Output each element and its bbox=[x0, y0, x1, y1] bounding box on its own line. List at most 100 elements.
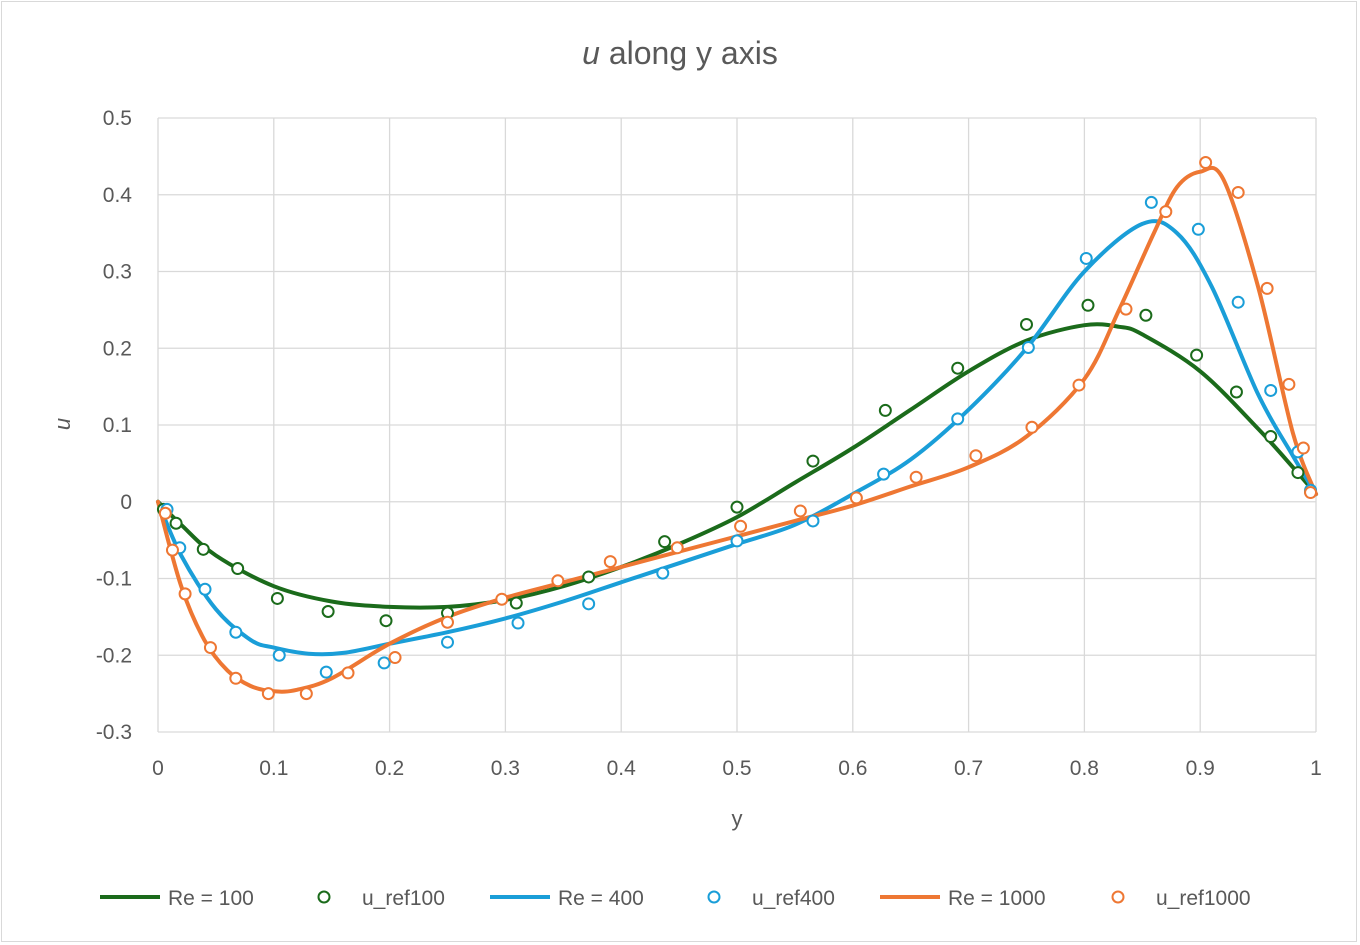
chart-title-rest: along y axis bbox=[600, 35, 778, 71]
legend-item: u_ref1000 bbox=[1111, 887, 1251, 910]
data-point bbox=[1260, 281, 1274, 295]
data-point bbox=[951, 361, 965, 375]
data-point bbox=[582, 570, 596, 584]
data-point bbox=[1264, 430, 1278, 444]
x-tick-label: 0 bbox=[152, 757, 164, 780]
plot-series bbox=[156, 156, 1318, 701]
data-point bbox=[909, 470, 923, 484]
legend-item: Re = 1000 bbox=[880, 887, 1046, 910]
y-tick-label: 0.1 bbox=[103, 414, 132, 437]
data-point bbox=[441, 635, 454, 649]
gridlines bbox=[157, 117, 1317, 733]
data-point bbox=[969, 449, 983, 463]
legend-marker-swatch bbox=[707, 890, 721, 904]
y-tick-label: 0.3 bbox=[103, 261, 132, 284]
data-point bbox=[1191, 222, 1205, 236]
data-point bbox=[178, 587, 192, 601]
data-point bbox=[511, 616, 525, 630]
data-point bbox=[379, 614, 393, 628]
data-point bbox=[734, 519, 748, 533]
data-point bbox=[198, 582, 212, 596]
data-point bbox=[1025, 420, 1039, 434]
chart-title: u along y axis bbox=[582, 35, 778, 71]
data-point bbox=[1119, 302, 1133, 316]
data-point bbox=[231, 562, 245, 576]
data-point bbox=[165, 543, 179, 557]
data-point bbox=[1072, 378, 1086, 392]
legend-label: Re = 1000 bbox=[948, 887, 1046, 910]
x-tick-label: 0.6 bbox=[838, 757, 867, 780]
data-point bbox=[951, 412, 965, 426]
data-point bbox=[196, 542, 210, 556]
tick-labels: 0 0.1 0.2 0.3 0.4 0.5 0.6 0.7 0.8 0.9 1 0.5 0.4 0.3 0.… bbox=[96, 107, 1322, 780]
data-point bbox=[1144, 195, 1158, 209]
data-point bbox=[441, 615, 454, 629]
legend-item: Re = 100 bbox=[100, 887, 254, 910]
data-point bbox=[656, 566, 670, 580]
series-line-re-100 bbox=[156, 322, 1318, 610]
data-point bbox=[388, 651, 402, 665]
data-point bbox=[1081, 298, 1095, 312]
y-tick-label: 0.2 bbox=[103, 337, 132, 360]
data-point bbox=[1020, 317, 1033, 331]
x-tick-label: 0.1 bbox=[259, 757, 288, 780]
series-markers-u-ref400 bbox=[160, 195, 1318, 679]
y-tick-label: -0.2 bbox=[96, 644, 132, 667]
data-point bbox=[341, 666, 355, 680]
data-point bbox=[272, 648, 286, 662]
data-point bbox=[495, 592, 509, 606]
data-point bbox=[877, 467, 891, 481]
data-point bbox=[806, 454, 820, 468]
data-point bbox=[603, 555, 617, 569]
x-tick-label: 0.9 bbox=[1186, 757, 1215, 780]
data-point bbox=[878, 403, 892, 417]
legend-item: Re = 400 bbox=[490, 887, 644, 910]
data-point bbox=[730, 500, 744, 514]
legend: Re = 100 u_ref100 Re = 400 u_ref400 Re = 100… bbox=[100, 887, 1251, 910]
legend-label: u_ref400 bbox=[752, 887, 835, 910]
data-point bbox=[1190, 348, 1204, 362]
y-tick-label: 0.5 bbox=[103, 107, 132, 130]
data-point bbox=[730, 534, 744, 548]
x-tick-label: 0.2 bbox=[375, 757, 404, 780]
data-point bbox=[670, 541, 684, 555]
y-tick-label: -0.1 bbox=[96, 568, 132, 591]
y-tick-label: -0.3 bbox=[96, 721, 132, 744]
x-axis-label: y bbox=[732, 806, 743, 831]
data-point bbox=[261, 687, 275, 701]
x-tick-label: 1 bbox=[1310, 757, 1322, 780]
legend-label: u_ref1000 bbox=[1156, 887, 1251, 910]
data-point bbox=[658, 535, 672, 549]
data-point bbox=[1231, 185, 1245, 199]
data-point bbox=[1304, 486, 1318, 500]
data-point bbox=[319, 665, 333, 679]
data-point bbox=[1291, 466, 1305, 480]
legend-marker-swatch bbox=[317, 890, 331, 904]
legend-label: u_ref100 bbox=[362, 887, 445, 910]
data-point bbox=[321, 605, 335, 619]
data-point bbox=[270, 591, 284, 605]
legend-label: Re = 400 bbox=[558, 887, 644, 910]
data-point bbox=[1282, 377, 1296, 391]
data-point bbox=[169, 516, 183, 530]
data-point bbox=[509, 596, 523, 610]
data-point bbox=[203, 641, 217, 655]
data-point bbox=[793, 504, 807, 518]
legend-item: u_ref100 bbox=[317, 887, 445, 910]
data-point bbox=[1199, 156, 1213, 170]
legend-label: Re = 100 bbox=[168, 887, 254, 910]
data-point bbox=[1229, 385, 1243, 399]
x-tick-label: 0.7 bbox=[954, 757, 983, 780]
data-point bbox=[1079, 251, 1093, 265]
chart-title-italic: u bbox=[582, 35, 600, 71]
data-point bbox=[551, 574, 565, 588]
y-axis-label: u bbox=[50, 418, 75, 430]
data-point bbox=[1159, 205, 1173, 219]
x-tick-label: 0.5 bbox=[722, 757, 751, 780]
x-tick-label: 0.8 bbox=[1070, 757, 1099, 780]
data-point bbox=[1296, 441, 1310, 455]
data-point bbox=[1231, 295, 1245, 309]
data-point bbox=[1139, 308, 1153, 322]
data-point bbox=[377, 656, 391, 670]
